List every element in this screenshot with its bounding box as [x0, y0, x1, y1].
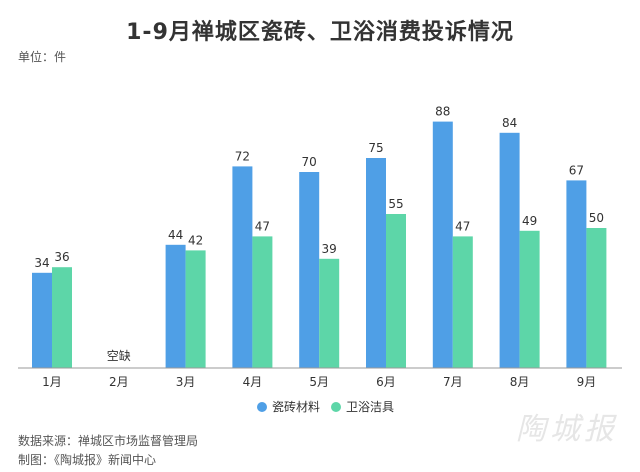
legend-label-bathroom: 卫浴洁具: [346, 400, 394, 414]
data-label-bathroom-6: 55: [388, 197, 403, 211]
data-label-bathroom-5: 39: [322, 242, 337, 256]
x-tick-label: 7月: [443, 375, 463, 389]
data-label-tiles-6: 75: [368, 141, 383, 155]
chart-title: 1-9月禅城区瓷砖、卫浴消费投诉情况: [126, 20, 514, 45]
bar-bathroom-3: [185, 250, 206, 368]
data-source: 数据来源：禅城区市场监督管理局: [18, 434, 199, 448]
data-label-tiles-7: 88: [435, 105, 450, 119]
bar-tiles-6: [366, 158, 386, 368]
x-tick-label: 5月: [309, 375, 329, 389]
x-tick-label: 2月: [109, 375, 129, 389]
data-label-bathroom-8: 49: [522, 214, 537, 228]
x-tick-label: 4月: [243, 375, 263, 389]
bar-bathroom-1: [52, 267, 72, 368]
bar-tiles-9: [566, 180, 587, 368]
bar-tiles-3: [165, 244, 186, 368]
x-tick-label: 6月: [376, 375, 396, 389]
bar-tiles-8: [499, 132, 520, 368]
legend-swatch-tiles: [257, 402, 267, 412]
bar-bathroom-8: [519, 230, 540, 368]
bar-bathroom-4: [252, 236, 273, 368]
bar-bathroom-9: [586, 228, 607, 368]
x-tick-label: 8月: [510, 375, 530, 389]
bar-bathroom-5: [319, 258, 340, 368]
data-label-tiles-5: 70: [302, 155, 317, 169]
data-label-bathroom-4: 47: [255, 219, 270, 233]
data-label-bathroom-3: 42: [188, 233, 203, 247]
x-tick-label: 9月: [577, 375, 597, 389]
bar-tiles-5: [299, 172, 320, 368]
watermark-logo: 陶城报: [516, 412, 618, 447]
unit-label: 单位：件: [18, 50, 67, 64]
legend-label-tiles: 瓷砖材料: [272, 399, 320, 414]
data-label-bathroom-7: 47: [455, 219, 470, 233]
data-label-tiles-3: 44: [168, 228, 183, 242]
bar-tiles-7: [432, 121, 453, 368]
data-label-tiles-8: 84: [502, 116, 517, 130]
bar-tiles-1: [32, 272, 52, 368]
data-label-tiles-9: 67: [569, 163, 584, 177]
data-label-bathroom-1: 36: [54, 250, 69, 264]
x-tick-label: 3月: [176, 375, 196, 389]
data-label-tiles-1: 34: [34, 256, 49, 270]
bar-bathroom-6: [386, 214, 406, 368]
bar-tiles-4: [232, 166, 253, 368]
bar-bathroom-7: [452, 236, 473, 368]
data-label-tiles-4: 72: [235, 149, 250, 163]
legend-swatch-bathroom: [331, 402, 341, 412]
annotation-vacant: 空缺: [107, 348, 131, 363]
x-tick-label: 1月: [42, 375, 62, 389]
credit-line: 制图：《陶城报》新闻中心: [18, 453, 157, 467]
data-label-bathroom-9: 50: [589, 211, 604, 225]
